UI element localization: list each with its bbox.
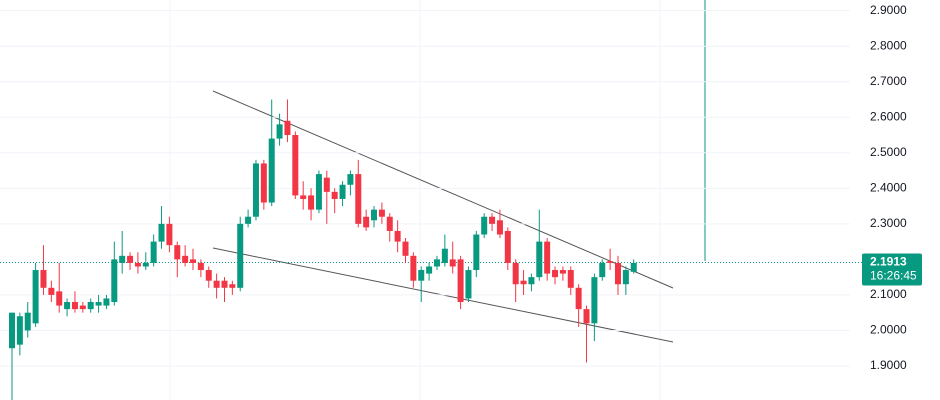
- candle-body: [197, 262, 204, 271]
- y-tick-label: 2.7000: [870, 74, 907, 88]
- candle-body: [520, 280, 527, 285]
- candle-body: [284, 120, 291, 136]
- y-tick-label: 2.5000: [870, 145, 907, 159]
- candle-body: [394, 230, 401, 242]
- candle-body: [142, 262, 149, 267]
- candle-body: [315, 174, 322, 210]
- candle-body: [24, 312, 31, 331]
- candle-body: [292, 135, 299, 196]
- y-tick-label: 1.9000: [870, 358, 907, 372]
- candle-body: [433, 259, 440, 267]
- candle-body: [473, 234, 480, 271]
- candle-body: [552, 270, 559, 278]
- candle-body: [252, 163, 259, 217]
- candle-body: [496, 220, 503, 235]
- candle-body: [331, 191, 338, 199]
- candle-body: [237, 223, 244, 288]
- candle-body: [614, 262, 621, 285]
- candle-body: [260, 163, 267, 203]
- candle-body: [32, 270, 39, 324]
- candle-body: [268, 138, 275, 203]
- candle-body: [449, 259, 456, 267]
- candle-body: [56, 291, 63, 306]
- candle-body: [245, 216, 252, 224]
- candle-body: [607, 261, 614, 263]
- candle-body: [308, 195, 315, 210]
- candle-body: [150, 241, 157, 263]
- candle-body: [229, 284, 236, 288]
- candle-body: [174, 245, 181, 260]
- vertical-grid: [169, 0, 661, 400]
- candle-body: [599, 262, 606, 278]
- candle-body: [158, 223, 165, 242]
- candle-body: [378, 209, 385, 217]
- candle-body: [119, 255, 126, 263]
- candle-body: [465, 270, 472, 299]
- candle-body: [559, 270, 566, 274]
- y-tick-label: 2.1000: [870, 287, 907, 301]
- candle-body: [504, 230, 511, 263]
- candle-body: [221, 280, 228, 288]
- candle-body: [79, 305, 86, 310]
- candle-body: [323, 177, 330, 192]
- candle-body: [276, 124, 283, 139]
- candle-body: [544, 241, 551, 274]
- candle-body: [300, 195, 307, 199]
- y-tick-label: 2.6000: [870, 109, 907, 123]
- candle-body: [418, 270, 425, 281]
- y-tick-label: 2.3000: [870, 216, 907, 230]
- candle-body: [410, 255, 417, 281]
- y-tick-label: 2.8000: [870, 38, 907, 52]
- candle-body: [386, 216, 393, 231]
- candle-body: [622, 270, 629, 285]
- price-tag-value: 2.1913: [870, 255, 907, 269]
- candle-body: [402, 241, 409, 256]
- candle-body: [355, 174, 362, 224]
- candle-body: [347, 174, 354, 185]
- candle-body: [630, 262, 637, 272]
- candle-body: [457, 259, 464, 303]
- candle-body: [103, 298, 110, 306]
- candle-body: [205, 270, 212, 281]
- candle-body: [441, 248, 448, 263]
- candle-body: [48, 287, 55, 295]
- y-tick-label: 2.0000: [870, 323, 907, 337]
- candle-body: [111, 259, 118, 303]
- candle-body: [71, 302, 78, 310]
- candle-body: [134, 262, 141, 267]
- candle-body: [339, 184, 346, 199]
- candle-body: [16, 316, 23, 345]
- y-tick-label: 2.4000: [870, 180, 907, 194]
- candle-body: [575, 287, 582, 310]
- candle-body: [567, 270, 574, 288]
- candle-body: [213, 280, 220, 288]
- candle-body: [64, 302, 71, 310]
- candle-body: [481, 216, 488, 235]
- candle-body: [363, 216, 370, 228]
- candle-body: [528, 277, 535, 285]
- candle-body: [182, 255, 189, 263]
- price-tag: [862, 253, 922, 286]
- candle-body: [190, 259, 197, 263]
- candle-body: [166, 223, 173, 246]
- candle-body: [426, 266, 433, 274]
- candle-body: [536, 241, 543, 278]
- price-tag-countdown: 16:26:45: [870, 269, 917, 283]
- y-tick-label: 2.9000: [870, 3, 907, 17]
- candle-body: [489, 216, 496, 224]
- candle-body: [512, 262, 519, 285]
- candle-body: [95, 302, 102, 306]
- candle-body: [40, 270, 47, 288]
- candle-body: [127, 255, 134, 263]
- candle-body: [583, 309, 590, 324]
- candle-body: [371, 209, 378, 221]
- candle-body: [9, 312, 15, 349]
- candle-body: [591, 277, 598, 324]
- candle-body: [87, 302, 94, 310]
